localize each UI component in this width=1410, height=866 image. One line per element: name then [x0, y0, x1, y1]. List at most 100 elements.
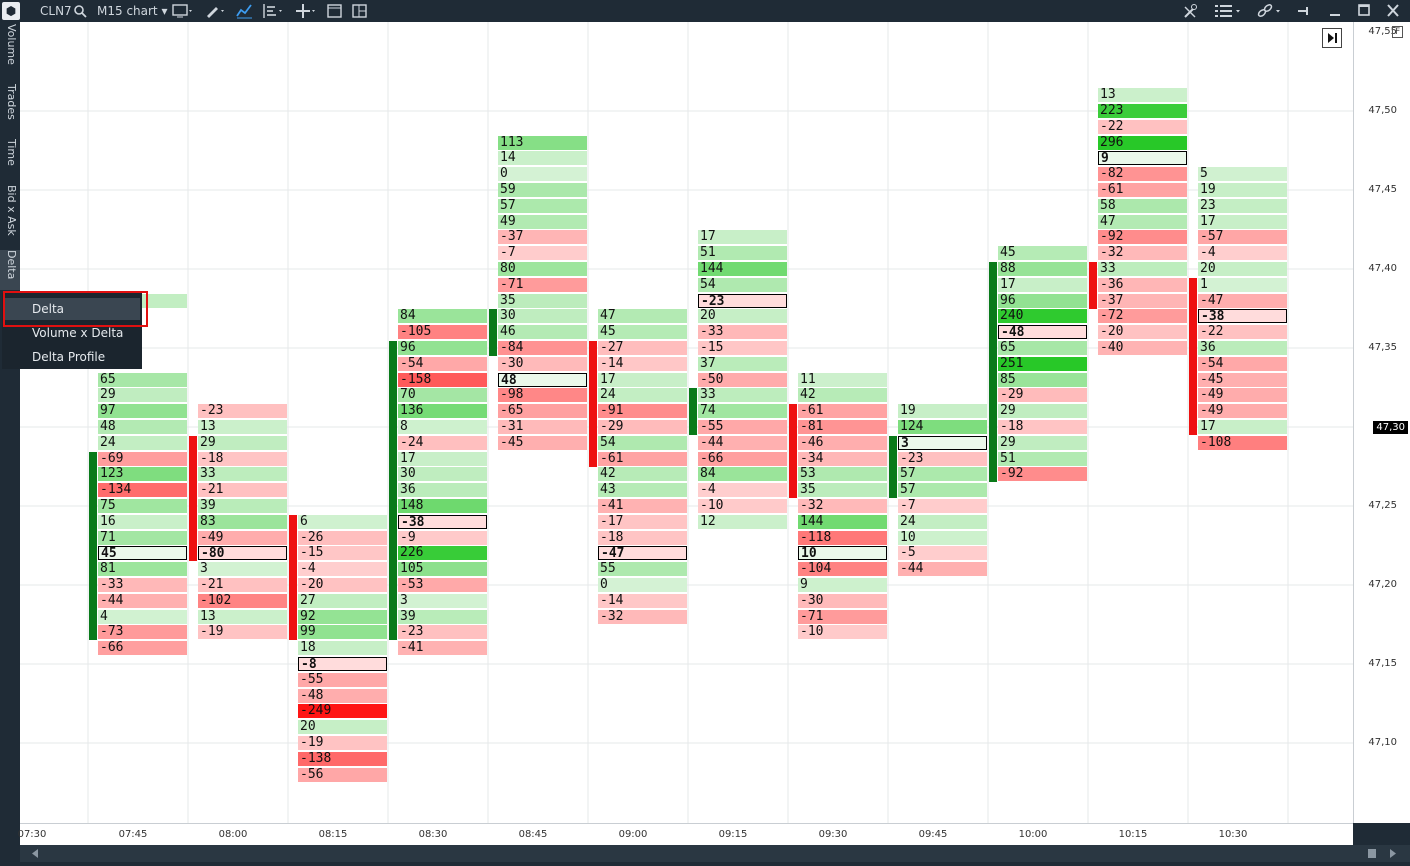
delta-cell: -7 — [498, 246, 587, 261]
close-icon[interactable] — [1386, 0, 1400, 22]
delta-cell: 9 — [798, 578, 887, 592]
delta-cell: 46 — [498, 325, 587, 340]
pencil-icon[interactable] — [204, 0, 226, 22]
delta-cell: 13 — [198, 609, 287, 624]
delta-cell: 37 — [698, 356, 787, 371]
tab-time[interactable]: Time — [5, 139, 18, 166]
delta-bar-positive — [389, 341, 397, 641]
tab-bid-ask[interactable]: Bid x Ask — [5, 185, 18, 236]
line-chart-icon[interactable] — [236, 0, 254, 22]
delta-bar-positive — [89, 451, 97, 641]
chevron-down-icon: ▾ — [161, 4, 168, 18]
layout-icon[interactable] — [352, 0, 368, 22]
delta-cell: 71 — [98, 530, 187, 545]
crosshair-icon[interactable] — [295, 0, 319, 22]
price-label: 47,55 — [1368, 26, 1397, 37]
delta-cell: 240 — [998, 309, 1087, 324]
delta-cell: 19 — [898, 404, 987, 419]
delta-cell: -249 — [298, 704, 387, 719]
delta-cell: -18 — [598, 530, 687, 545]
delta-cell: -21 — [198, 483, 287, 498]
delta-cell: -72 — [1098, 309, 1187, 324]
delta-cell: -32 — [598, 609, 687, 624]
delta-cell: -84 — [498, 341, 587, 355]
delta-cell: -29 — [998, 388, 1087, 403]
delta-cell: 24 — [598, 388, 687, 403]
indicators-icon[interactable] — [262, 0, 286, 22]
delta-cell: -23 — [398, 625, 487, 640]
delta-cell: 75 — [98, 499, 187, 513]
symbol-label[interactable]: CLN7 — [40, 4, 72, 18]
delta-cell: -47 — [598, 546, 687, 561]
delta-bar-positive — [889, 435, 897, 499]
price-axis[interactable]: 47,55 47,50 47,45 47,40 47,35 47,25 47,20 47,15… — [1353, 22, 1410, 823]
delta-cell: 57 — [898, 483, 987, 498]
delta-cell: -50 — [698, 372, 787, 387]
delta-cell: 84 — [398, 309, 487, 324]
delta-cell: 48 — [498, 372, 587, 387]
delta-cell: 6 — [298, 514, 387, 529]
search-icon[interactable] — [73, 0, 87, 22]
delta-cell: 80 — [498, 262, 587, 276]
delta-cell: 42 — [798, 388, 887, 403]
chart-type-dropdown[interactable]: M15 chart ▾ — [97, 0, 168, 22]
app-logo-icon[interactable]: ⬢ — [2, 2, 20, 20]
tab-volume[interactable]: Volume — [5, 24, 18, 65]
delta-cell: -98 — [498, 388, 587, 403]
delta-bar-negative — [589, 341, 597, 467]
delta-cell: 13 — [198, 420, 287, 434]
time-label: 10:15 — [1118, 829, 1148, 840]
delta-cell: -158 — [398, 372, 487, 387]
link-icon[interactable] — [1256, 0, 1286, 22]
delta-cell: -92 — [1098, 230, 1187, 245]
delta-cell: 24 — [98, 435, 187, 450]
delta-cell: -15 — [298, 546, 387, 561]
delta-cell: 5 — [1198, 167, 1287, 182]
menu-item-volume-x-delta[interactable]: Volume x Delta — [32, 326, 124, 340]
menu-item-delta-profile[interactable]: Delta Profile — [32, 350, 106, 364]
delta-cell: 29 — [998, 435, 1087, 450]
list-icon[interactable] — [1214, 0, 1244, 22]
delta-cell: -20 — [1098, 325, 1187, 340]
delta-cell: 226 — [398, 546, 487, 561]
delta-cell: 85 — [998, 372, 1087, 387]
delta-cell: -26 — [298, 530, 387, 545]
time-label: 09:00 — [618, 829, 648, 840]
delta-cell: 136 — [398, 404, 487, 419]
time-axis[interactable]: 07:30 07:45 08:00 08:15 08:30 08:45 09:00 09:15… — [17, 823, 1353, 845]
horizontal-scrollbar[interactable] — [20, 845, 1410, 862]
fixed-scale-badge[interactable]: F — [1392, 26, 1404, 38]
footprint-chart[interactable]: 266529974824-69123-1347516714581-33-444-… — [20, 22, 1353, 823]
delta-cell: 30 — [398, 467, 487, 482]
delta-cell: -54 — [1198, 356, 1287, 371]
delta-cell: 30 — [498, 309, 587, 324]
minimize-icon[interactable] — [1328, 0, 1342, 22]
monitor-icon[interactable] — [172, 0, 194, 22]
delta-cell: -55 — [298, 672, 387, 687]
tab-trades[interactable]: Trades — [5, 84, 18, 120]
delta-cell: 10 — [798, 546, 887, 561]
time-label: 07:30 — [17, 829, 47, 840]
price-label: 47,50 — [1368, 105, 1397, 116]
delta-cell: 144 — [798, 514, 887, 529]
delta-cell: 12 — [698, 514, 787, 529]
delta-cell: -18 — [198, 451, 287, 466]
tools-icon[interactable] — [1182, 0, 1200, 22]
maximize-icon[interactable] — [1357, 0, 1371, 22]
scroll-to-end-button[interactable] — [1322, 28, 1342, 48]
menu-item-delta[interactable]: Delta — [4, 298, 140, 320]
window-icon[interactable] — [327, 0, 343, 22]
delta-bar-positive — [989, 262, 997, 483]
tab-delta[interactable]: Delta — [0, 250, 20, 290]
pin-icon[interactable] — [1297, 0, 1311, 22]
delta-cell: 124 — [898, 420, 987, 434]
delta-cell: 45 — [998, 246, 1087, 261]
delta-cell: 29 — [198, 435, 287, 450]
time-label: 09:15 — [718, 829, 748, 840]
price-label: 47,15 — [1368, 658, 1397, 669]
delta-cell: 45 — [98, 546, 187, 561]
delta-cell: -4 — [298, 562, 387, 577]
delta-cell: 296 — [1098, 135, 1187, 150]
delta-cell: -82 — [1098, 167, 1187, 182]
delta-cell: 17 — [698, 230, 787, 245]
